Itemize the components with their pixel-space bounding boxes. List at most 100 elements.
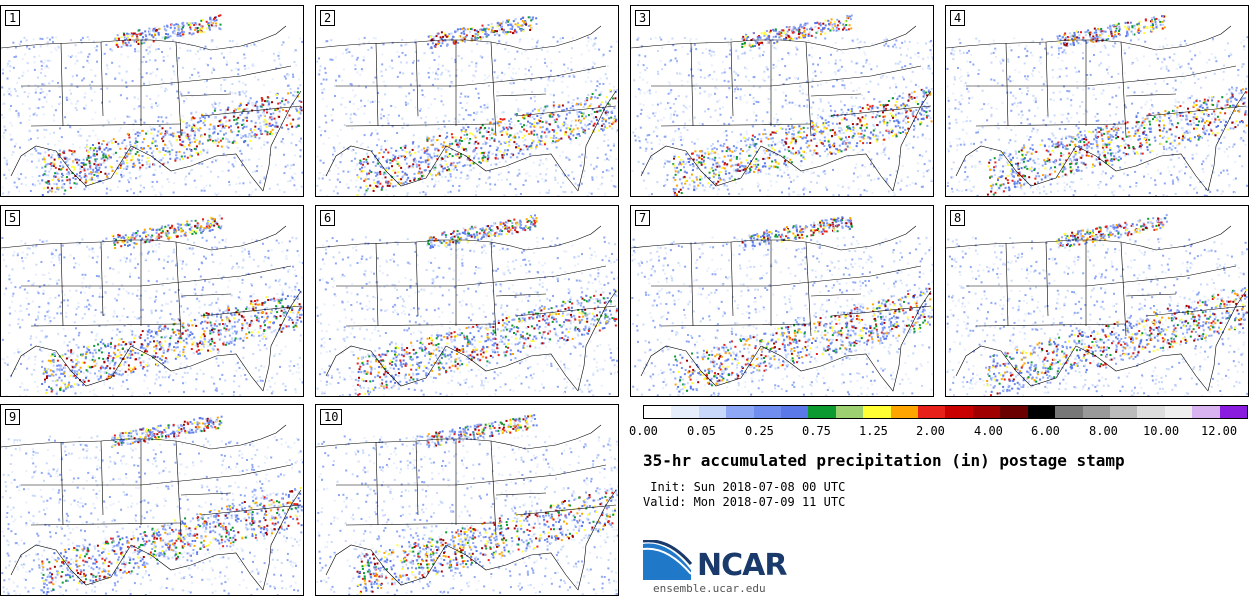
precip-map (631, 14, 933, 196)
colorbar-swatch (698, 406, 727, 418)
boundary-line (760, 290, 932, 392)
colorbar-swatch (726, 406, 754, 418)
colorbar-swatch (781, 406, 809, 418)
boundary-line (1005, 40, 1127, 137)
colorbar-swatch (753, 406, 782, 418)
tick-label: 0.75 (802, 424, 831, 438)
precip-map (631, 216, 933, 396)
stamp-5[interactable]: 5 (0, 205, 304, 397)
member-label: 5 (5, 210, 21, 226)
boundary-line (445, 90, 617, 192)
tick-label: 0.05 (687, 424, 716, 438)
boundary-line (60, 240, 182, 337)
precip-colorbar (643, 405, 1248, 419)
boundary-line (445, 290, 617, 392)
precip-map (1, 14, 303, 196)
stamp-4[interactable]: 4 (945, 5, 1249, 197)
boundary-line (640, 345, 762, 387)
boundary-line (760, 90, 932, 192)
precip-map (316, 414, 618, 595)
boundary-line (651, 65, 932, 127)
ncar-logo-icon (643, 540, 693, 580)
member-label: 10 (320, 409, 343, 425)
boundary-line (651, 265, 932, 327)
init-time: Init: Sun 2018-07-08 00 UTC (643, 480, 846, 494)
member-label: 8 (950, 210, 966, 226)
boundary-line (445, 489, 617, 591)
stamp-2[interactable]: 2 (315, 5, 619, 197)
boundary-line (640, 145, 762, 187)
colorbar-swatch (1137, 406, 1165, 418)
colorbar-swatch (918, 406, 946, 418)
stamp-1[interactable]: 1 (0, 5, 304, 197)
precip-map (316, 16, 618, 196)
colorbar-swatch (808, 406, 836, 418)
colorbar-swatch (1000, 406, 1028, 418)
boundary-line (336, 464, 617, 526)
tick-label: 0.25 (745, 424, 774, 438)
boundary-line (1075, 90, 1247, 192)
member-label: 2 (320, 10, 336, 26)
boundary-line (60, 439, 182, 536)
boundary-line (375, 40, 497, 137)
boundary-line (375, 240, 497, 337)
boundary-line (955, 345, 1077, 387)
boundary-line (325, 145, 447, 187)
tick-label: 2.00 (916, 424, 945, 438)
member-label: 1 (5, 10, 21, 26)
ncar-wordmark: NCAR (697, 548, 787, 583)
boundary-line (130, 489, 302, 591)
boundary-line (1, 225, 287, 251)
valid-time: Valid: Mon 2018-07-09 11 UTC (643, 495, 846, 509)
colorbar-swatch (945, 406, 973, 418)
boundary-line (336, 65, 617, 127)
tick-label: 6.00 (1031, 424, 1060, 438)
colorbar-swatch (972, 406, 1001, 418)
member-label: 4 (950, 10, 966, 26)
stamp-9[interactable]: 9 (0, 404, 304, 596)
member-label: 6 (320, 210, 336, 226)
stamp-6[interactable]: 6 (315, 205, 619, 397)
colorbar-swatch (890, 406, 919, 418)
member-label: 7 (635, 210, 651, 226)
stamp-7[interactable]: 7 (630, 205, 934, 397)
stamp-8[interactable]: 8 (945, 205, 1249, 397)
tick-label: 12.00 (1201, 424, 1238, 438)
colorbar-swatch (863, 406, 891, 418)
tick-label: 1.25 (859, 424, 888, 438)
boundary-line (375, 439, 497, 536)
tick-label: 10.00 (1143, 424, 1180, 438)
colorbar-swatch (644, 406, 672, 418)
tick-label: 4.00 (974, 424, 1003, 438)
colorbar-swatch (1192, 406, 1220, 418)
precip-map (316, 214, 618, 396)
colorbar-swatch (1055, 406, 1083, 418)
colorbar-swatch (835, 406, 864, 418)
boundary-line (60, 40, 182, 137)
boundary-line (10, 544, 132, 586)
colorbar-swatch (1219, 406, 1247, 418)
colorbar-swatch (1164, 406, 1193, 418)
boundary-line (966, 265, 1247, 327)
boundary-line (690, 40, 812, 137)
precip-map (946, 214, 1248, 396)
colorbar-swatch (1109, 406, 1138, 418)
boundary-line (690, 240, 812, 337)
precip-map (1, 415, 303, 595)
boundary-line (21, 65, 302, 127)
tick-label: 0.00 (629, 424, 658, 438)
colorbar-swatch (1082, 406, 1110, 418)
boundary-line (21, 464, 302, 526)
site-url[interactable]: ensemble.ucar.edu (653, 582, 766, 595)
boundary-line (10, 145, 132, 187)
stamp-3[interactable]: 3 (630, 5, 934, 197)
boundary-line (336, 265, 617, 327)
tick-label: 8.00 (1089, 424, 1118, 438)
precip-map (1, 214, 303, 396)
plot-title: 35-hr accumulated precipitation (in) pos… (643, 451, 1125, 470)
stamp-10[interactable]: 10 (315, 404, 619, 596)
member-label: 9 (5, 409, 21, 425)
boundary-line (130, 90, 302, 192)
precip-map (946, 15, 1248, 196)
boundary-line (325, 544, 447, 586)
